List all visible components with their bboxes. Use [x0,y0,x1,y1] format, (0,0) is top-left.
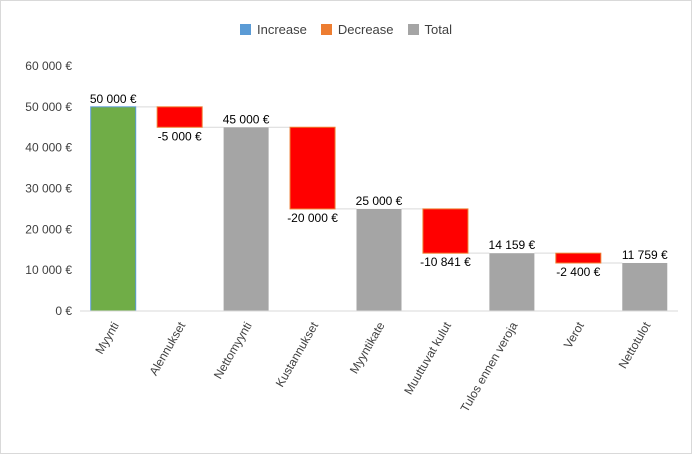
data-label: 50 000 € [90,92,137,106]
bar-decrease [422,208,469,254]
y-tick-label: 30 000 € [25,182,72,196]
data-label: 25 000 € [356,194,403,208]
y-tick-label: 50 000 € [25,100,72,114]
category-label: Nettomyynti [211,320,255,382]
bar-total [622,262,668,311]
legend-item-decrease: Decrease [320,22,394,37]
category-label: Alennukset [146,319,188,378]
legend-swatch-decrease [320,24,332,35]
category-label: Muuttuvat kulut [401,319,454,397]
chart-legend: Increase Decrease Total [0,22,692,37]
bar-increase [90,106,137,312]
data-label: 14 159 € [489,238,536,252]
data-label: -20 000 € [287,211,338,225]
legend-label-increase: Increase [257,22,307,37]
legend-item-total: Total [407,22,452,37]
bar-total [489,253,535,311]
bar-total [356,208,402,311]
y-tick-label: 0 € [55,304,72,318]
data-label: 11 759 € [622,248,668,262]
category-label: Myynti [92,320,121,357]
data-label: -2 400 € [556,265,600,279]
data-label: -10 841 € [420,255,471,269]
y-tick-label: 10 000 € [25,263,72,277]
legend-swatch-increase [240,24,251,35]
category-label: Verot [561,319,587,351]
category-label: Myyntikate [347,319,388,376]
bar-decrease [289,126,336,210]
bar-decrease [555,252,602,264]
bar-decrease [156,106,203,128]
category-label: Nettotulot [616,319,654,371]
legend-label-decrease: Decrease [337,22,394,37]
y-tick-label: 40 000 € [25,141,72,155]
legend-swatch-total [407,24,419,35]
data-label: -5 000 € [158,129,202,143]
category-label: Tulos ennen veroja [458,319,521,414]
bar-total [223,127,269,311]
category-label: Kustannukset [273,319,322,390]
y-tick-label: 20 000 € [25,222,72,236]
legend-label-total: Total [424,22,452,37]
legend-item-increase: Increase [240,22,307,37]
y-tick-label: 60 000 € [25,59,72,73]
data-label: 45 000 € [223,112,270,126]
